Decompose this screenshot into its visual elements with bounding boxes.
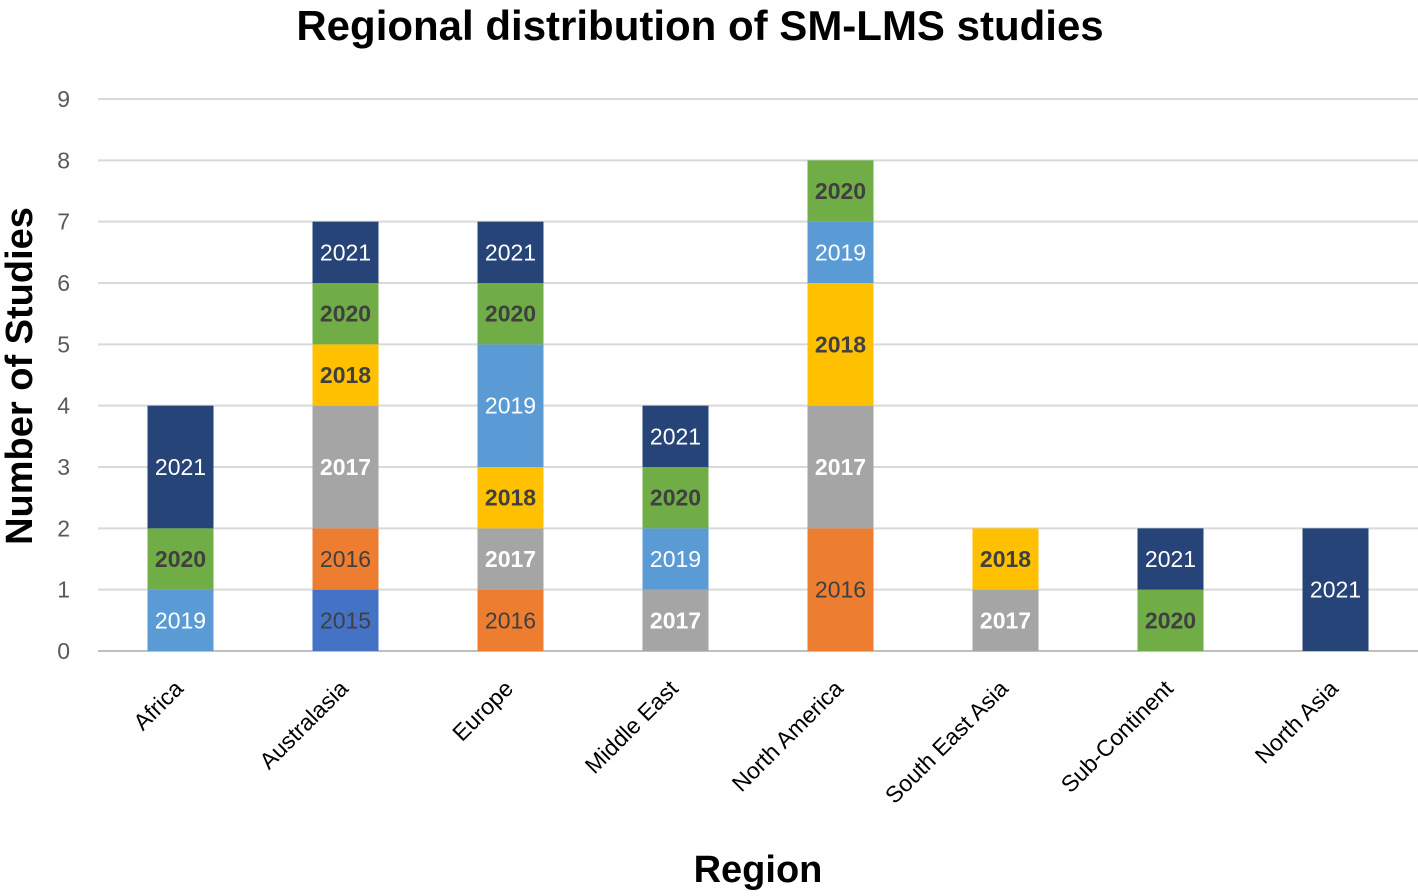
bar-segment-2015 (312, 589, 379, 651)
bar-segment-2017 (807, 405, 874, 529)
bar-stack-north-america: 2016 2017 2018 2019 2020 (807, 160, 874, 651)
gridlines (98, 98, 1418, 652)
bar-segment-2017 (477, 528, 544, 590)
x-tick-label: Australasia (254, 675, 353, 774)
bar-segment-2017 (642, 589, 709, 651)
bar-segment-2019 (807, 221, 874, 283)
y-tick-label: 8 (57, 147, 70, 173)
bar-stack-europe: 2016 2017 2018 2019 2020 2021 (477, 221, 544, 651)
data-label-2021: 2021 (485, 239, 536, 265)
x-tick-label: Middle East (580, 675, 684, 779)
data-label-2019: 2019 (155, 607, 206, 633)
bar-segment-2021 (147, 405, 214, 529)
x-tick-label: Sub-Continent (1056, 675, 1179, 798)
x-tick-label: North Asia (1250, 675, 1344, 769)
bar-segment-2021 (1137, 528, 1204, 590)
x-axis-title: Region (694, 849, 823, 891)
bar-segment-2020 (807, 160, 874, 222)
data-label-2016: 2016 (485, 607, 536, 633)
bar-segment-2020 (1137, 589, 1204, 651)
x-tick-label: South East Asia (880, 675, 1013, 808)
data-label-2019: 2019 (485, 393, 536, 419)
data-label-2016: 2016 (320, 546, 371, 572)
bar-segment-2019 (147, 589, 214, 651)
data-label-2018: 2018 (815, 331, 866, 357)
y-tick-label: 9 (57, 86, 70, 112)
bar-segment-2017 (312, 405, 379, 529)
data-label-2018: 2018 (980, 546, 1031, 572)
data-label-2020: 2020 (650, 485, 701, 511)
y-axis-ticks: 0 1 2 3 4 5 6 7 8 9 (57, 86, 70, 664)
bar-stack-australasia: 2015 2016 2017 2018 2020 2021 (312, 221, 379, 651)
bar-segment-2021 (312, 221, 379, 283)
data-label-2019: 2019 (650, 546, 701, 572)
bar-stack-middle-east: 2017 2019 2020 2021 (642, 405, 709, 651)
data-label-2018: 2018 (485, 485, 536, 511)
bar-segment-2016 (312, 528, 379, 590)
bar-segment-2019 (477, 344, 544, 467)
y-axis-title: Number of Studies (0, 207, 41, 545)
y-tick-label: 6 (57, 270, 70, 296)
data-label-2021: 2021 (1310, 577, 1361, 603)
x-tick-label: Africa (128, 675, 188, 735)
data-label-2021: 2021 (650, 423, 701, 449)
data-label-2019: 2019 (815, 239, 866, 265)
bar-stack-africa: 2019 2020 2021 (147, 405, 214, 651)
x-axis-ticks: Africa Australasia Europe Middle East North … (128, 675, 1343, 809)
data-label-2020: 2020 (485, 301, 536, 327)
bar-segment-2018 (807, 283, 874, 406)
bar-segment-2016 (477, 589, 544, 651)
bar-segment-2020 (312, 283, 379, 345)
data-label-2021: 2021 (320, 239, 371, 265)
bar-segment-2018 (972, 528, 1039, 590)
data-label-2021: 2021 (1145, 546, 1196, 572)
bar-segment-2018 (477, 467, 544, 529)
data-label-2016: 2016 (815, 577, 866, 603)
y-tick-label: 5 (57, 331, 70, 357)
bars: 2019202020212015201620172018202020212016… (147, 160, 1369, 651)
data-label-2020: 2020 (155, 546, 206, 572)
bar-segment-2019 (642, 528, 709, 590)
y-tick-label: 2 (57, 515, 70, 541)
y-tick-label: 0 (57, 638, 70, 664)
bar-segment-2016 (807, 528, 874, 651)
bar-segment-2018 (312, 344, 379, 406)
bar-stack-south-east-asia: 2017 2018 (972, 528, 1039, 651)
bar-stack-sub-continent: 2020 2021 (1137, 528, 1204, 651)
bar-stack-north-asia: 2021 (1302, 528, 1369, 651)
data-label-2020: 2020 (815, 178, 866, 204)
data-label-2020: 2020 (1145, 607, 1196, 633)
chart-title: Regional distribution of SM-LMS studies (296, 2, 1103, 49)
y-tick-label: 1 (57, 577, 70, 603)
x-tick-label: Europe (447, 675, 518, 746)
data-label-2018: 2018 (320, 362, 371, 388)
y-tick-label: 7 (57, 209, 70, 235)
bar-segment-2020 (477, 283, 544, 345)
data-label-2020: 2020 (320, 301, 371, 327)
y-tick-label: 3 (57, 454, 70, 480)
bar-segment-2021 (642, 405, 709, 467)
data-label-2017: 2017 (485, 546, 536, 572)
bar-segment-2021 (1302, 528, 1369, 651)
data-label-2017: 2017 (650, 607, 701, 633)
data-label-2017: 2017 (815, 454, 866, 480)
data-label-2017: 2017 (980, 607, 1031, 633)
bar-segment-2020 (147, 528, 214, 590)
y-tick-label: 4 (57, 393, 70, 419)
x-tick-label: North America (727, 675, 849, 797)
data-label-2015: 2015 (320, 607, 371, 633)
data-label-2021: 2021 (155, 454, 206, 480)
bar-segment-2021 (477, 221, 544, 283)
data-label-2017: 2017 (320, 454, 371, 480)
bar-segment-2017 (972, 589, 1039, 651)
bar-segment-2020 (642, 467, 709, 529)
